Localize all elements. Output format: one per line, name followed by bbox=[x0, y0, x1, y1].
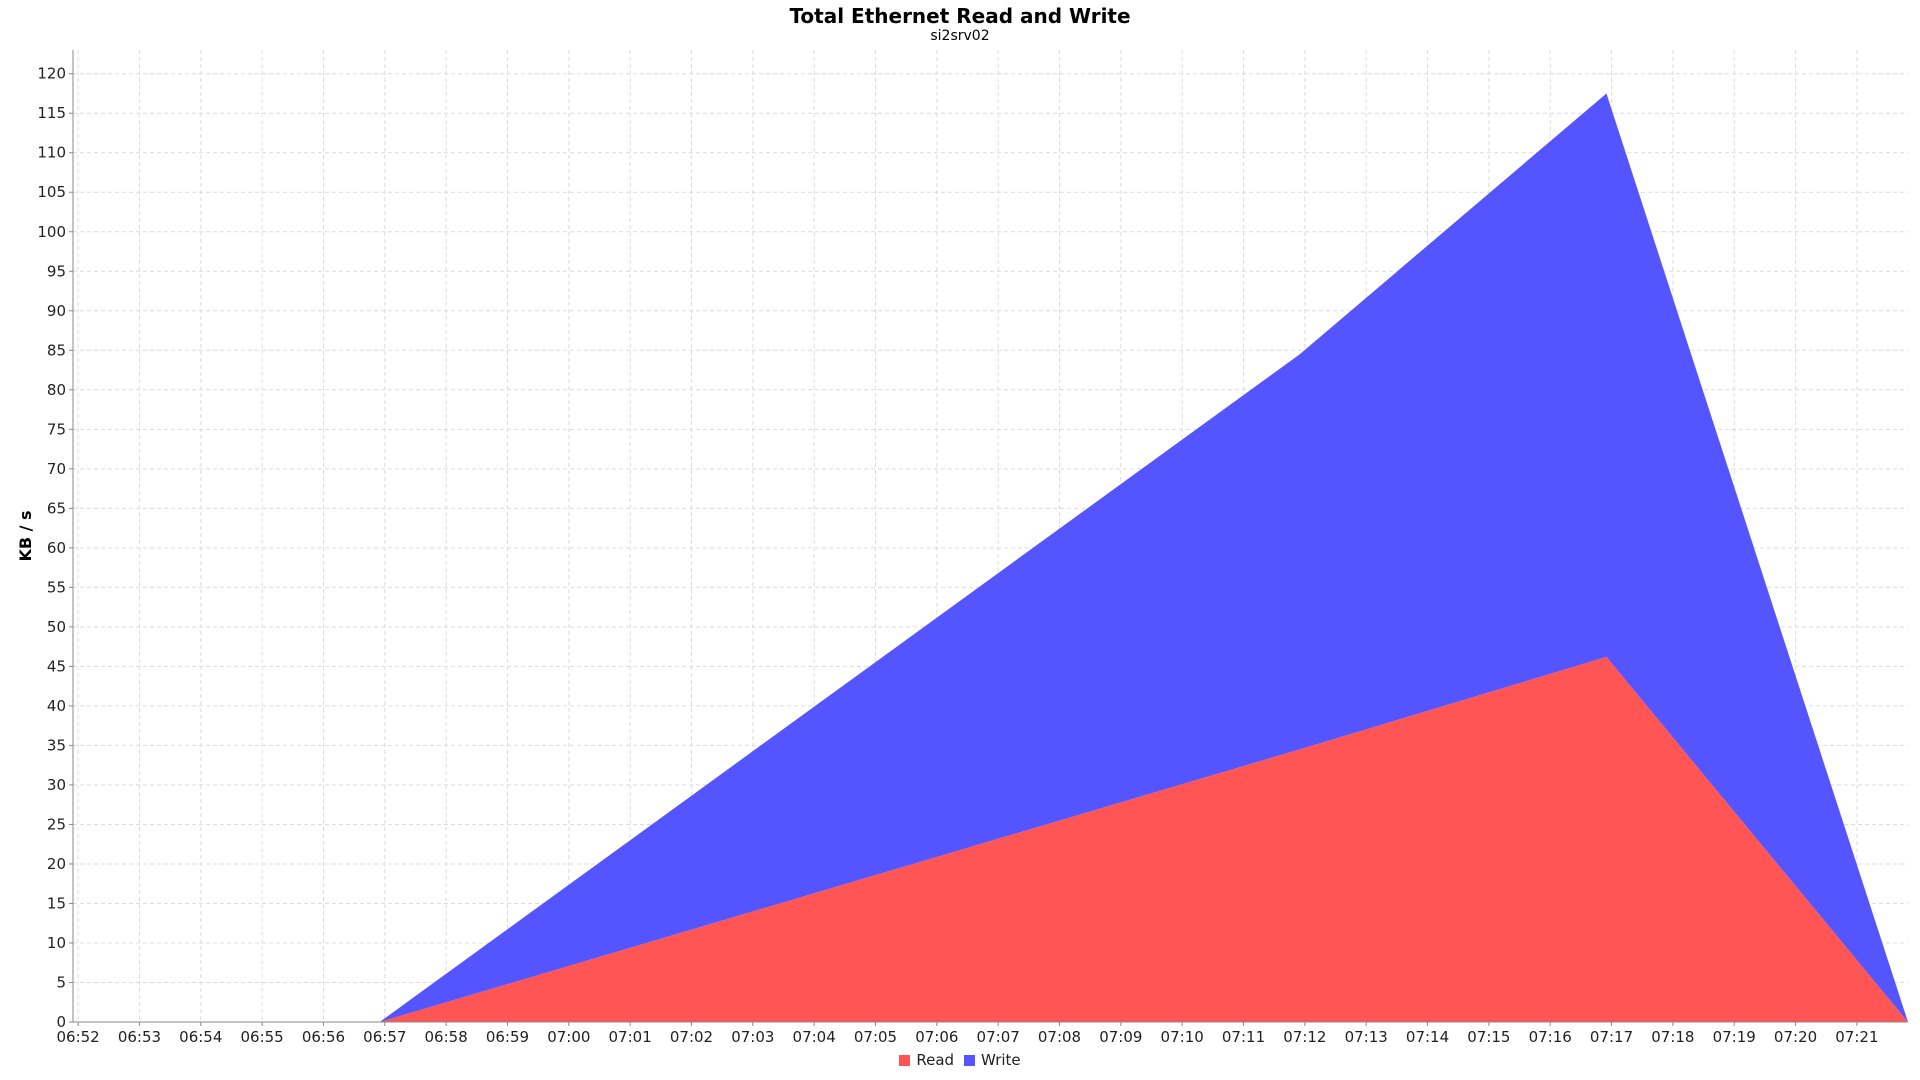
y-tick-label: 75 bbox=[47, 420, 66, 438]
x-tick-label: 07:14 bbox=[1406, 1028, 1449, 1046]
y-tick-label: 5 bbox=[56, 973, 66, 991]
x-tick-label: 06:56 bbox=[302, 1028, 345, 1046]
legend-label: Read bbox=[916, 1051, 955, 1069]
y-tick-label: 45 bbox=[47, 657, 66, 675]
x-tick-label: 07:08 bbox=[1038, 1028, 1081, 1046]
x-tick-label: 07:07 bbox=[977, 1028, 1020, 1046]
legend-swatch bbox=[899, 1054, 911, 1066]
x-tick-label: 07:10 bbox=[1161, 1028, 1204, 1046]
series-area-write bbox=[379, 93, 1908, 1022]
x-axis-ticks: 06:52 06:53 06:54 06:55 06:56 06:57 06:58 06:59… bbox=[56, 1022, 1879, 1046]
x-tick-label: 07:18 bbox=[1651, 1028, 1694, 1046]
y-tick-label: 70 bbox=[47, 460, 66, 478]
y-tick-label: 15 bbox=[47, 894, 66, 912]
x-tick-label: 07:17 bbox=[1590, 1028, 1633, 1046]
legend-item-read: Read bbox=[899, 1051, 954, 1069]
legend-swatch bbox=[964, 1054, 976, 1066]
y-tick-label: 0 bbox=[56, 1013, 66, 1031]
y-tick-label: 60 bbox=[47, 539, 66, 557]
x-tick-label: 07:09 bbox=[1099, 1028, 1142, 1046]
y-tick-label: 55 bbox=[47, 578, 66, 596]
y-tick-label: 95 bbox=[47, 262, 66, 280]
legend-label: Write bbox=[981, 1051, 1021, 1069]
x-tick-label: 06:52 bbox=[56, 1028, 99, 1046]
x-tick-label: 07:00 bbox=[547, 1028, 590, 1046]
chart-title: Total Ethernet Read and Write bbox=[789, 4, 1131, 28]
y-axis-label: KB / s bbox=[16, 510, 35, 561]
x-tick-label: 06:54 bbox=[179, 1028, 222, 1046]
y-tick-label: 10 bbox=[47, 934, 66, 952]
y-tick-label: 80 bbox=[47, 381, 66, 399]
x-tick-label: 07:15 bbox=[1467, 1028, 1510, 1046]
x-tick-label: 07:13 bbox=[1345, 1028, 1388, 1046]
x-tick-label: 07:11 bbox=[1222, 1028, 1265, 1046]
legend-item-write: Write bbox=[964, 1051, 1021, 1069]
series-area-read bbox=[379, 656, 1908, 1022]
x-tick-label: 07:21 bbox=[1835, 1028, 1878, 1046]
chart-legend: Read Write bbox=[0, 1051, 1920, 1070]
y-tick-label: 85 bbox=[47, 341, 66, 359]
x-tick-label: 07:20 bbox=[1774, 1028, 1817, 1046]
x-tick-label: 07:06 bbox=[915, 1028, 958, 1046]
chart-subtitle: si2srv02 bbox=[930, 28, 990, 44]
x-tick-label: 07:05 bbox=[854, 1028, 897, 1046]
y-tick-label: 90 bbox=[47, 302, 66, 320]
x-tick-label: 06:58 bbox=[425, 1028, 468, 1046]
y-tick-label: 110 bbox=[37, 144, 66, 162]
x-tick-label: 07:02 bbox=[670, 1028, 713, 1046]
x-tick-label: 07:19 bbox=[1713, 1028, 1756, 1046]
x-tick-label: 06:57 bbox=[363, 1028, 406, 1046]
x-tick-label: 07:01 bbox=[609, 1028, 652, 1046]
y-tick-label: 25 bbox=[47, 815, 66, 833]
y-tick-label: 100 bbox=[37, 223, 66, 241]
y-tick-label: 20 bbox=[47, 855, 66, 873]
y-tick-label: 65 bbox=[47, 499, 66, 517]
y-tick-label: 115 bbox=[37, 104, 66, 122]
x-tick-label: 07:12 bbox=[1283, 1028, 1326, 1046]
x-tick-label: 07:04 bbox=[793, 1028, 836, 1046]
y-tick-label: 40 bbox=[47, 697, 66, 715]
y-tick-label: 50 bbox=[47, 618, 66, 636]
x-tick-label: 06:53 bbox=[118, 1028, 161, 1046]
x-tick-label: 07:16 bbox=[1529, 1028, 1572, 1046]
x-tick-label: 06:55 bbox=[241, 1028, 284, 1046]
y-axis-ticks: 0 5 10 15 20 25 30 35 40 45 50 55 60 65 70 75 80 85 90 95 10… bbox=[37, 65, 73, 1031]
y-tick-label: 105 bbox=[37, 183, 66, 201]
y-tick-label: 35 bbox=[47, 736, 66, 754]
x-tick-label: 07:03 bbox=[731, 1028, 774, 1046]
y-tick-label: 120 bbox=[37, 65, 66, 83]
y-tick-label: 30 bbox=[47, 776, 66, 794]
x-tick-label: 06:59 bbox=[486, 1028, 529, 1046]
